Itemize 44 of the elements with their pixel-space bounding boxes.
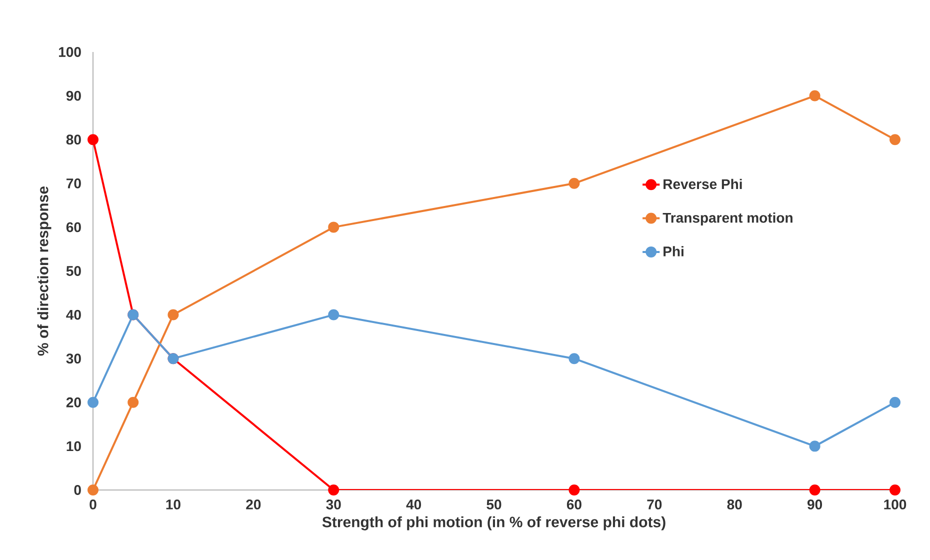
y-tick-label: 20: [66, 397, 81, 408]
y-tick-label: 0: [74, 485, 81, 495]
x-tick-label: 50: [486, 500, 502, 510]
point: [568, 353, 580, 364]
point: [88, 134, 99, 146]
x-tick-label: 10: [166, 500, 180, 510]
y-tick-label: 90: [66, 90, 81, 101]
x-tick-label: 20: [246, 500, 261, 510]
x-tick-label: 60: [566, 500, 582, 510]
y-tick-label: 70: [66, 178, 81, 188]
y-tick-label: 40: [66, 310, 81, 320]
legend-label: Reverse Phi: [664, 178, 742, 190]
point: [889, 134, 900, 146]
point: [889, 396, 900, 408]
y-axis-title: % of direction response: [37, 186, 52, 356]
point: [328, 484, 340, 496]
x-tick-label: 30: [326, 500, 341, 510]
legend-label: Transparent motion: [662, 212, 792, 226]
x-tick-label: 90: [807, 500, 822, 510]
y-tick-label: 100: [59, 47, 81, 57]
point: [568, 178, 580, 189]
point: [568, 484, 580, 496]
x-axis-title: Strength of phi motion (in % of reverse phi dots): [322, 516, 666, 530]
point: [809, 90, 820, 102]
legend-label: Phi: [664, 246, 684, 256]
x-tick-label: 40: [406, 500, 422, 510]
y-tick-label: 80: [66, 134, 81, 145]
point: [328, 309, 340, 320]
y-tick-label: 30: [66, 354, 81, 364]
y-tick-label: 60: [66, 222, 81, 232]
point: [889, 484, 900, 496]
point: [128, 396, 139, 408]
x-tick-label: 80: [727, 500, 742, 510]
y-tick-label: 50: [66, 266, 81, 276]
point: [809, 484, 820, 496]
y-tick-label: 10: [66, 441, 81, 452]
point: [168, 309, 179, 320]
point: [809, 440, 820, 452]
point: [88, 484, 99, 496]
x-tick-label: 100: [884, 500, 906, 510]
x-tick-label: 70: [647, 500, 662, 510]
point: [88, 396, 99, 408]
x-tick-label: 0: [90, 500, 96, 510]
point: [328, 222, 340, 233]
